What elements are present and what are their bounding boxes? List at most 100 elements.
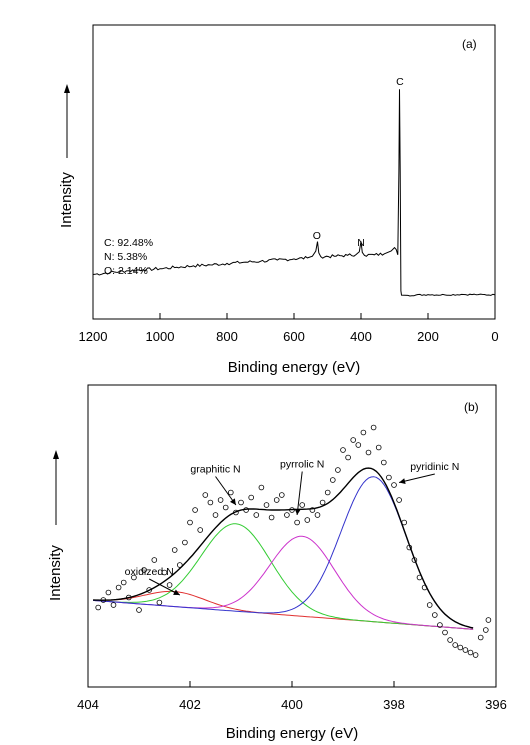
panel-a-x-tick-label: 1200 [79, 329, 108, 344]
data-point [161, 569, 168, 576]
annotation-arrow [296, 471, 303, 516]
data-point [462, 647, 469, 653]
data-point [360, 429, 367, 436]
data-point [278, 492, 285, 498]
data-point [452, 642, 459, 648]
data-point [258, 484, 265, 491]
data-point [217, 497, 224, 503]
panel-a-x-tick-label: 200 [417, 329, 439, 344]
composition-o: O: 2.14% [104, 265, 148, 277]
data-point [457, 644, 464, 651]
data-point [482, 627, 489, 633]
data-point [171, 547, 178, 553]
data-point [485, 617, 492, 623]
data-point [253, 512, 260, 518]
data-point [126, 594, 132, 601]
panel-b-x-tick-label: 396 [485, 697, 507, 712]
data-point [416, 574, 423, 581]
data-point [309, 507, 316, 513]
panel-a-composition: C: 92.48% N: 5.38% O: 2.14% [104, 237, 153, 277]
data-point [340, 447, 346, 453]
peak-label-c: C [396, 76, 404, 88]
data-point [472, 652, 479, 658]
data-point [248, 494, 255, 501]
panel-b-n1s-spectrum: (b) 404 402 400 398 396 oxidized N graphitic … [47, 384, 507, 742]
panel-a-x-tick-label: 400 [350, 329, 372, 344]
data-point [365, 449, 372, 456]
data-point [375, 444, 382, 451]
data-point [141, 567, 147, 573]
panel-b-fit-envelope [93, 467, 474, 629]
data-point [222, 504, 229, 511]
annotation-arrowhead [173, 589, 180, 595]
panel-b-x-tick-label: 404 [77, 697, 99, 712]
data-point [314, 512, 321, 518]
data-point [442, 629, 448, 636]
data-point [100, 597, 107, 603]
data-point [136, 607, 142, 613]
data-point [177, 562, 183, 568]
data-point [294, 519, 300, 526]
data-point [345, 454, 351, 461]
panel-b-fit-components [93, 476, 474, 630]
data-point [268, 514, 275, 521]
data-point [151, 557, 158, 563]
panel-b-y-axis-label: Intensity [47, 545, 64, 601]
composition-c: C: 92.48% [104, 237, 153, 249]
panel-b-x-tick-label: 402 [179, 697, 201, 712]
panel-b-x-tick-label: 400 [281, 697, 303, 712]
fit-component-pyrrolic-n [93, 535, 474, 630]
annotation-graphitic-n: graphitic N [190, 464, 240, 476]
data-point [202, 492, 209, 498]
panel-a-x-axis-label: Binding energy (eV) [228, 359, 361, 376]
panel-a-x-tick-label: 0 [491, 329, 498, 344]
panel-a-y-axis-label: Intensity [58, 172, 75, 228]
data-point [437, 622, 443, 628]
data-point [447, 637, 453, 643]
panel-b-frame [87, 384, 497, 688]
composition-n: N: 5.38% [104, 251, 147, 263]
data-point [391, 482, 397, 488]
data-point [263, 502, 270, 508]
data-point [329, 477, 336, 483]
data-point [411, 557, 418, 563]
data-point [477, 634, 484, 641]
data-point [110, 602, 117, 608]
panel-a-x-tick-label: 1000 [146, 329, 175, 344]
fit-component-oxidized-n [93, 590, 474, 630]
data-point [105, 589, 112, 596]
data-point [289, 507, 295, 513]
panel-b-y-arrow [53, 450, 59, 525]
peak-label-n: N [357, 237, 365, 249]
data-point [197, 527, 204, 533]
data-point [467, 649, 474, 656]
data-point [212, 512, 219, 518]
panel-a-tag: (a) [462, 37, 477, 51]
data-point [166, 582, 173, 588]
panel-b-annotations: oxidized N graphitic N pyrrolic N pyridinic… [125, 459, 459, 596]
panel-a-y-arrow [64, 84, 70, 158]
data-point [115, 584, 122, 591]
data-point [396, 497, 402, 503]
data-point [421, 584, 428, 591]
annotation-arrowhead [294, 508, 301, 515]
data-point [406, 544, 413, 551]
data-point [187, 519, 193, 526]
data-point [273, 497, 280, 503]
panel-b-x-tick-label: 398 [383, 697, 405, 712]
panel-a-x-tick-label: 800 [216, 329, 238, 344]
data-point [335, 467, 341, 473]
annotation-pyrrolic-n: pyrrolic N [280, 459, 324, 471]
data-point [243, 507, 249, 513]
data-point [192, 507, 198, 513]
panel-a-peak-labels: C O N [313, 76, 404, 249]
panel-b-tag: (b) [464, 400, 479, 414]
panel-a-survey-spectrum: (a) 1200 1000 800 600 400 200 0 C O N C: 92.48% … [58, 24, 499, 376]
data-point [426, 602, 433, 608]
data-point [350, 437, 357, 443]
annotation-arrow [398, 473, 435, 483]
data-point [207, 499, 214, 506]
data-point [324, 489, 331, 496]
annotation-oxidized-n: oxidized N [125, 566, 174, 578]
